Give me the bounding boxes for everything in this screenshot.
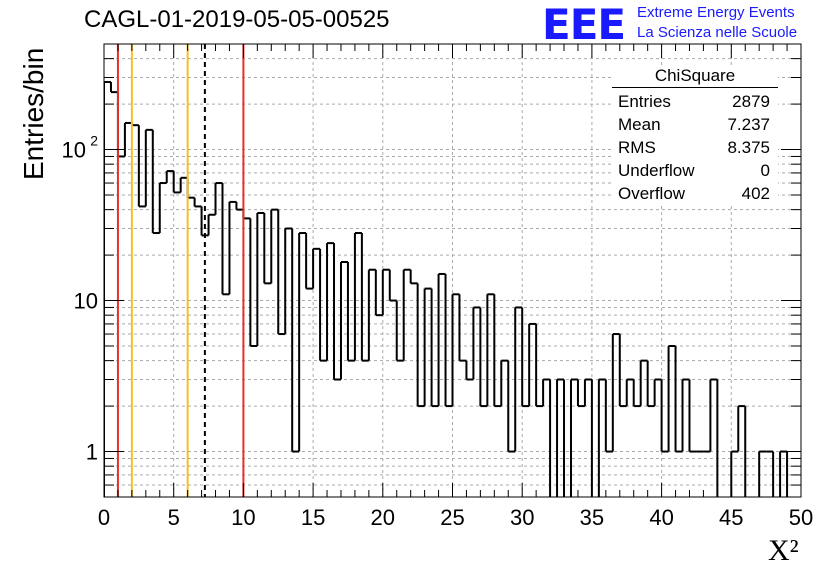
stats-label: Entries xyxy=(618,92,671,111)
axis-ticks xyxy=(103,43,802,498)
stats-value: 2879 xyxy=(732,92,770,111)
x-tick-label: 0 xyxy=(98,505,110,530)
x-tick-label: 50 xyxy=(789,505,813,530)
x-axis-label: X² xyxy=(768,534,799,567)
x-tick-label: 10 xyxy=(231,505,255,530)
stats-title: ChiSquare xyxy=(612,66,778,88)
stats-label: RMS xyxy=(618,138,656,157)
x-tick-label: 40 xyxy=(649,505,673,530)
stats-row-mean: Mean 7.237 xyxy=(612,113,778,136)
x-tick-label: 45 xyxy=(719,505,743,530)
x-tick-label: 35 xyxy=(580,505,604,530)
stats-row-entries: Entries 2879 xyxy=(612,90,778,113)
x-tick-label: 20 xyxy=(371,505,395,530)
marker-lines xyxy=(116,44,245,497)
y-axis-label: Entries/bin xyxy=(18,47,49,180)
stats-value: 402 xyxy=(741,184,770,203)
x-tick-labels: 0 5 10 15 20 25 30 35 40 45 50 xyxy=(98,505,813,530)
stats-label: Underflow xyxy=(618,161,695,180)
x-tick-label: 30 xyxy=(510,505,534,530)
y-tick-exponent: 2 xyxy=(90,133,98,149)
y-tick-label: 10 xyxy=(62,138,86,163)
stats-row-overflow: Overflow 402 xyxy=(612,182,778,205)
chart-title: CAGL-01-2019-05-05-00525 xyxy=(84,6,390,33)
y-tick-label: 10 xyxy=(74,289,98,314)
logo-line-1: Extreme Energy Events xyxy=(637,4,795,21)
stats-row-rms: RMS 8.375 xyxy=(612,136,778,159)
logo-line-2: La Scienza nelle Scuole xyxy=(637,24,798,41)
stats-value: 7.237 xyxy=(727,115,770,134)
x-tick-label: 25 xyxy=(440,505,464,530)
stats-value: 0 xyxy=(760,161,770,180)
stats-value: 8.375 xyxy=(727,138,770,157)
stats-box: ChiSquare Entries 2879 Mean 7.237 RMS 8.… xyxy=(612,66,778,205)
y-tick-label: 1 xyxy=(86,440,98,465)
stats-label: Overflow xyxy=(618,184,686,203)
x-tick-label: 5 xyxy=(168,505,180,530)
stats-row-underflow: Underflow 0 xyxy=(612,159,778,182)
stats-label: Mean xyxy=(618,115,661,134)
eee-logo: EEE xyxy=(542,0,626,49)
x-tick-label: 15 xyxy=(301,505,325,530)
histogram-bins xyxy=(104,81,789,497)
